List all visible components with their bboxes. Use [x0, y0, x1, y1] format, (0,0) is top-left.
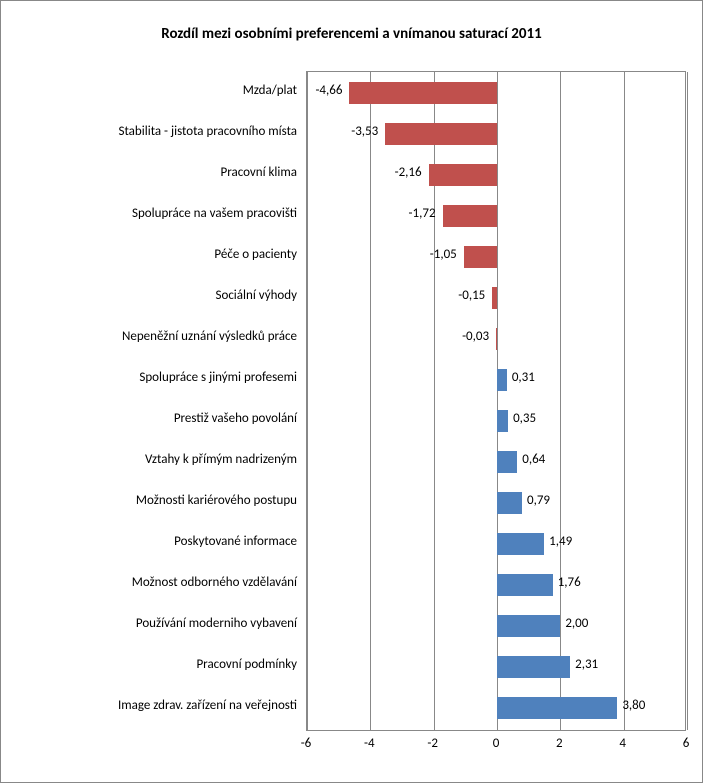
bar [497, 615, 560, 637]
bar-value-label: 2,00 [565, 616, 588, 631]
bar [492, 287, 497, 309]
bar-value-label: 2,31 [575, 657, 598, 672]
category-label: Péče o pacienty [7, 247, 297, 262]
x-tick-label: -2 [423, 736, 443, 751]
chart-container: Rozdíl mezi osobními preferencemi a vním… [0, 0, 703, 783]
category-label: Sociální výhody [7, 288, 297, 303]
category-label: Stabilita - jistota pracovního místa [7, 124, 297, 139]
bar [497, 574, 553, 596]
category-label: Vztahy k přímým nadrizeným [7, 452, 297, 467]
category-label: Nepeněžní uznání výsledků práce [7, 329, 297, 344]
x-tick-label: -6 [296, 736, 316, 751]
bar-value-label: 0,31 [512, 370, 535, 385]
bar [429, 164, 497, 186]
category-label: Poskytované informace [7, 534, 297, 549]
bar [497, 451, 517, 473]
bar [443, 205, 497, 227]
gridline [370, 72, 371, 730]
bar [497, 697, 617, 719]
category-label: Pracovní podmínky [7, 657, 297, 672]
category-label: Prestiž vašeho povolání [7, 411, 297, 426]
bar-value-label: -4,66 [315, 83, 342, 98]
category-label: Pracovní klima [7, 165, 297, 180]
bar [385, 123, 497, 145]
bar [497, 369, 507, 391]
category-label: Používání moderniho vybavení [7, 616, 297, 631]
category-label: Možnost odborného vzdělavání [7, 575, 297, 590]
bar-value-label: -0,03 [462, 329, 489, 344]
bar [349, 82, 497, 104]
bar-value-label: 1,49 [549, 534, 572, 549]
category-label: Možnosti kariérového postupu [7, 493, 297, 508]
gridline [687, 72, 688, 730]
category-label: Spolupráce na vašem pracovišti [7, 206, 297, 221]
bar-value-label: 1,76 [558, 575, 581, 590]
bar [497, 492, 522, 514]
bar-value-label: 0,79 [527, 493, 550, 508]
bar-value-label: -1,05 [430, 247, 457, 262]
bar [464, 246, 497, 268]
category-label: Spolupráce s jinými profesemi [7, 370, 297, 385]
bar-value-label: 0,64 [522, 452, 545, 467]
x-tick-label: 2 [549, 736, 569, 751]
bar [497, 533, 544, 555]
bar-value-label: -3,53 [351, 124, 378, 139]
bar [497, 410, 508, 432]
bar-value-label: -0,15 [458, 288, 485, 303]
bar [497, 656, 570, 678]
x-tick-label: 0 [486, 736, 506, 751]
chart-title: Rozdíl mezi osobními preferencemi a vním… [1, 25, 702, 43]
gridline [307, 72, 308, 730]
bar-value-label: -1,72 [409, 206, 436, 221]
bar-value-label: -2,16 [395, 165, 422, 180]
gridline [560, 72, 561, 730]
gridline [624, 72, 625, 730]
plot-area [306, 71, 686, 731]
bar-value-label: 3,80 [622, 698, 645, 713]
bar [496, 328, 497, 350]
bar-value-label: 0,35 [513, 411, 536, 426]
category-label: Image zdrav. zařízení na veřejnosti [7, 698, 297, 713]
category-label: Mzda/plat [7, 83, 297, 98]
x-tick-label: 4 [613, 736, 633, 751]
x-tick-label: 6 [676, 736, 696, 751]
x-tick-label: -4 [359, 736, 379, 751]
